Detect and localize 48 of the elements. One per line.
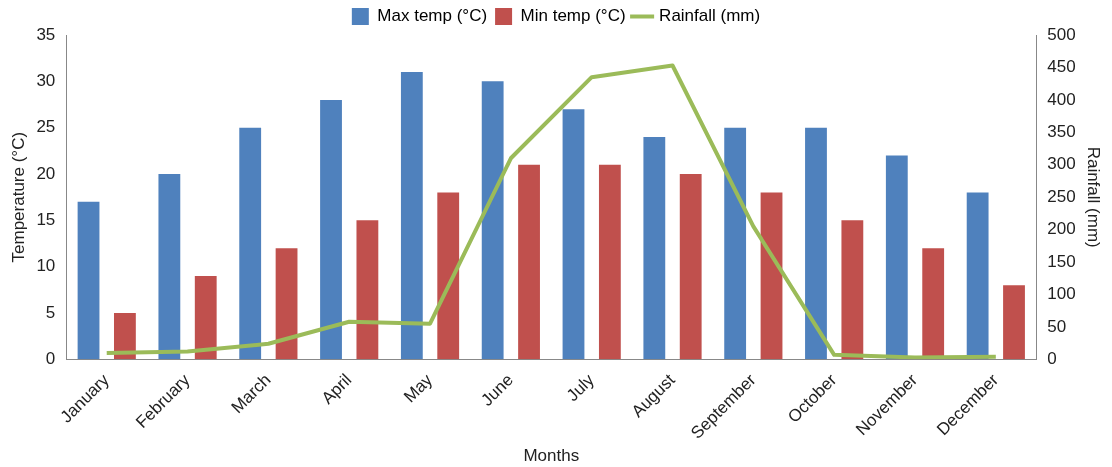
bar: [518, 164, 540, 360]
y-tick-label: 20: [36, 163, 56, 183]
y2-tick-label: 50: [1047, 316, 1067, 336]
bar: [77, 201, 100, 360]
y-tick-label: 0: [45, 349, 56, 369]
bar: [562, 109, 585, 360]
legend-label: Max temp (°C): [377, 6, 488, 26]
bar: [1003, 285, 1025, 360]
legend-label: Rainfall (mm): [659, 6, 761, 26]
bar: [679, 174, 702, 360]
y-tick-label: 35: [36, 24, 56, 44]
bar: [158, 174, 181, 360]
y2-axis-title: Rainfall (mm): [1084, 146, 1104, 248]
y-tick-label: 25: [36, 117, 56, 137]
bar: [724, 127, 747, 360]
bar: [437, 192, 460, 360]
y2-tick-label: 450: [1047, 57, 1076, 77]
x-tick-label: July: [563, 369, 599, 406]
y2-tick-label: 150: [1047, 251, 1076, 271]
x-axis-title: Months: [523, 446, 580, 466]
y-tick-label: 10: [36, 256, 56, 276]
legend-label: Min temp (°C): [520, 6, 626, 26]
bar: [356, 220, 379, 360]
bar: [481, 81, 504, 360]
y-tick-label: 30: [36, 71, 56, 91]
y-axis-title: Temperature (°C): [8, 131, 28, 263]
x-tick-label: May: [400, 369, 437, 407]
bar: [598, 164, 621, 360]
y2-tick-label: 250: [1047, 186, 1076, 206]
bar: [275, 248, 298, 360]
bar: [320, 99, 342, 360]
y2-tick-label: 100: [1047, 284, 1076, 304]
bar: [643, 136, 666, 360]
y2-tick-label: 0: [1047, 349, 1057, 369]
bar: [194, 275, 217, 360]
bar: [805, 127, 827, 360]
bar: [400, 72, 423, 360]
y2-tick-label: 500: [1047, 24, 1076, 44]
y2-tick-label: 400: [1047, 89, 1076, 109]
bar: [841, 220, 864, 360]
y-tick-label: 5: [45, 302, 56, 322]
y2-tick-label: 350: [1047, 122, 1076, 141]
y2-tick-label: 200: [1047, 219, 1076, 239]
bar: [760, 192, 783, 360]
y-tick-label: 15: [36, 210, 56, 230]
y2-tick-label: 300: [1047, 154, 1076, 174]
bar: [114, 313, 136, 360]
bar: [239, 127, 262, 360]
